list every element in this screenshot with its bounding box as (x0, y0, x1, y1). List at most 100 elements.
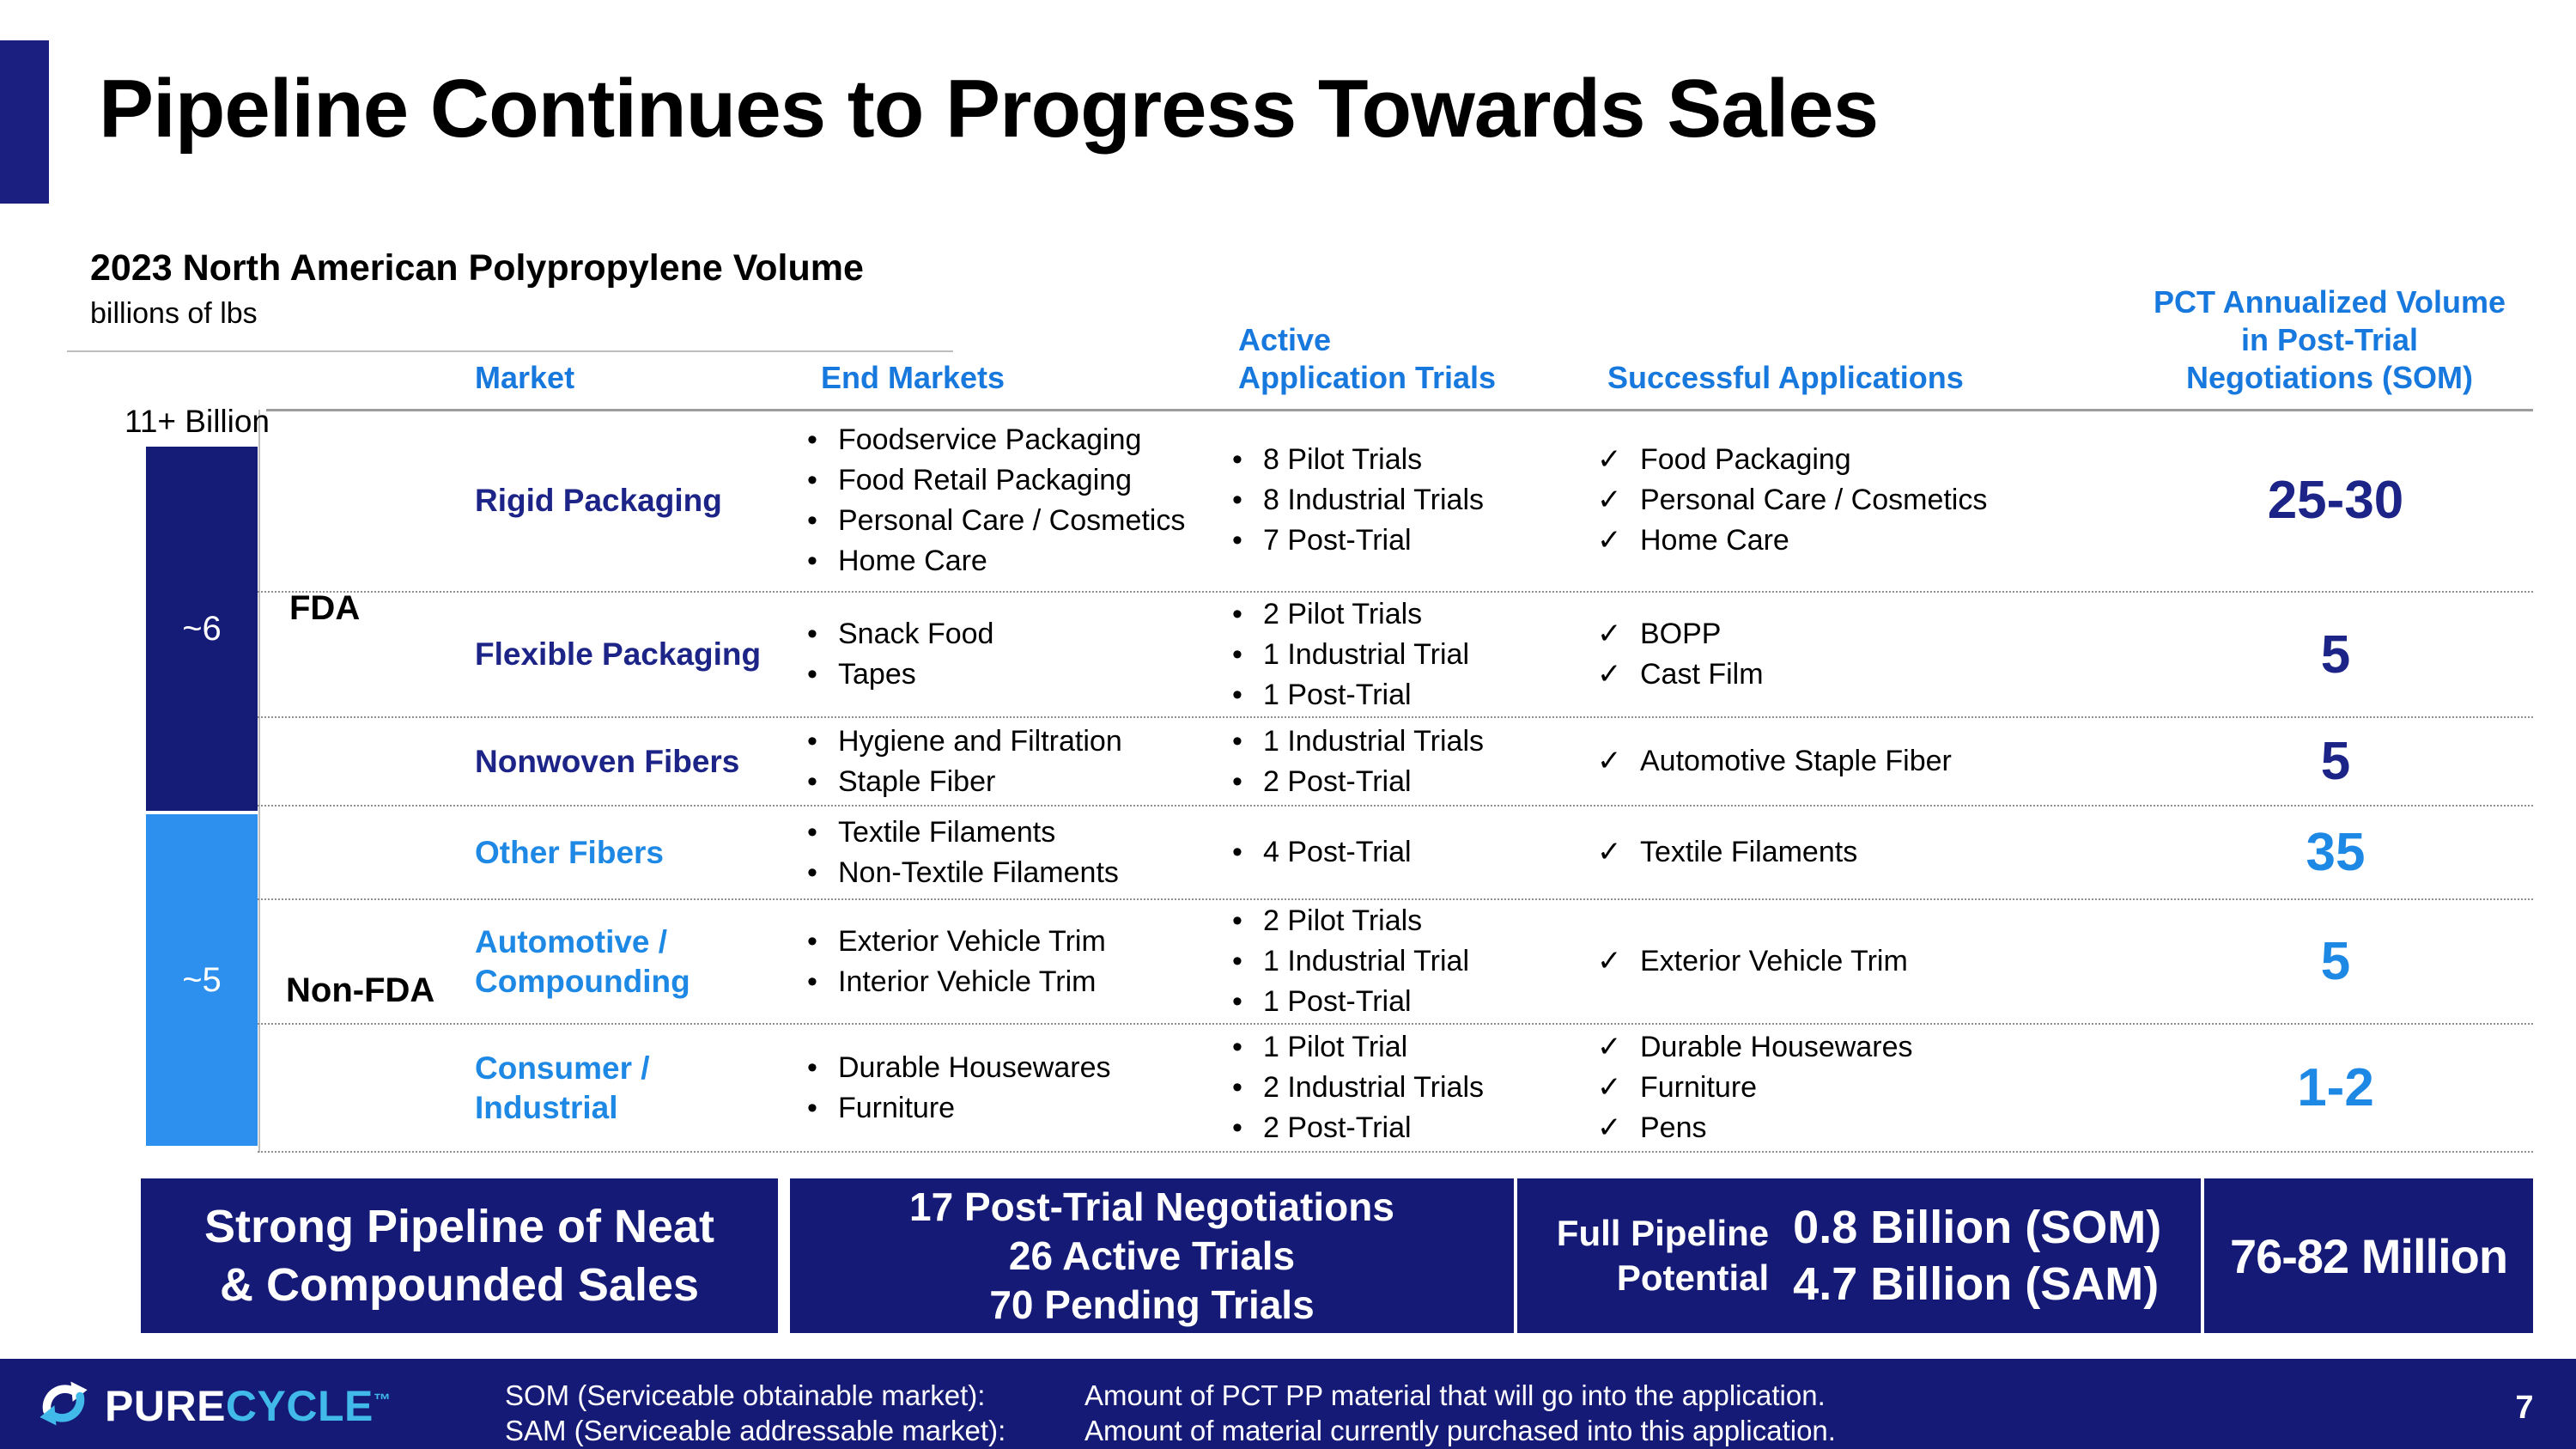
table-row-consumer-industrial: Consumer / Industrial Durable Housewares… (258, 1025, 2533, 1153)
successful-item: Home Care (1597, 521, 2164, 561)
bar-fda-value: ~6 (182, 609, 222, 648)
volume-total-label: 11+ Billion (125, 404, 270, 439)
successful-applications-cell: Exterior Vehicle Trim (1597, 900, 2164, 1023)
som-definition-term: SOM (Serviceable obtainable market): (505, 1379, 986, 1411)
banner-left-line2: & Compounded Sales (219, 1259, 700, 1311)
trial-item: 1 Industrial Trial (1224, 635, 1601, 675)
successful-applications-cell: BOPP Cast Film (1597, 593, 2164, 716)
market-name-line1: Automotive / (475, 923, 668, 959)
end-markets-cell: Snack Food Tapes (799, 593, 1211, 716)
banner-left-line1: Strong Pipeline of Neat (204, 1201, 715, 1252)
section-label-fda: FDA (289, 589, 361, 627)
column-header-som-line2: in Post-Trial (2240, 322, 2419, 357)
market-cell: Flexible Packaging (475, 593, 835, 716)
trial-item: 1 Industrial Trial (1224, 941, 1601, 982)
definition-descriptions: Amount of PCT PP material that will go i… (1084, 1378, 1836, 1448)
successful-item: Furniture (1597, 1068, 2164, 1108)
trial-item: 1 Industrial Trials (1224, 721, 1601, 762)
trial-item: 2 Pilot Trials (1224, 901, 1601, 941)
slide-title: Pipeline Continues to Progress Towards S… (99, 63, 1879, 155)
som-value: 5 (2320, 932, 2351, 991)
bar-fda-volume: ~6 (146, 447, 258, 811)
successful-item: Exterior Vehicle Trim (1597, 941, 2164, 982)
end-markets-cell: Foodservice Packaging Food Retail Packag… (799, 410, 1211, 591)
som-value: 35 (2306, 823, 2366, 882)
table-row-nonwoven-fibers: Nonwoven Fibers Hygiene and Filtration S… (258, 718, 2533, 807)
som-value: 5 (2320, 732, 2351, 791)
purecycle-logo-text: PURECYCLE™ (105, 1381, 391, 1431)
end-markets-cell: Durable Housewares Furniture (799, 1025, 1211, 1151)
table-row-other-fibers: Other Fibers Textile Filaments Non-Texti… (258, 807, 2533, 900)
column-header-end-markets: End Markets (821, 360, 1005, 395)
banner-divider (2201, 1178, 2204, 1333)
end-market-item: Non-Textile Filaments (799, 853, 1211, 893)
table-row-automotive-compounding: Automotive / Compounding Exterior Vehicl… (258, 900, 2533, 1025)
stat-pending-trials: 70 Pending Trials (989, 1282, 1315, 1327)
end-market-item: Tapes (799, 654, 1211, 695)
successful-item: Automotive Staple Fiber (1597, 741, 2164, 782)
bar-nonfda-volume: ~5 (146, 814, 258, 1146)
banner-pipeline-stats: 17 Post-Trial Negotiations 26 Active Tri… (790, 1178, 2533, 1333)
total-volume-value: 76-82 Million (2229, 1228, 2508, 1283)
end-market-item: Interior Vehicle Trim (799, 962, 1211, 1002)
market-name: Nonwoven Fibers (475, 743, 740, 779)
end-market-item: Food Retail Packaging (799, 460, 1211, 501)
column-header-som-line1: PCT Annualized Volume (2153, 284, 2506, 320)
logo-cycle: CYCLE (225, 1382, 374, 1430)
table-header-divider (266, 409, 2533, 411)
market-cell: Nonwoven Fibers (475, 718, 835, 805)
som-value: 25-30 (2267, 471, 2404, 530)
column-header-active-trials: Active Application Trials (1238, 321, 1496, 397)
bar-nonfda-value: ~5 (182, 960, 222, 999)
full-pipeline-values: 0.8 Billion (SOM) 4.7 Billion (SAM) (1793, 1199, 2161, 1312)
definition-terms: SOM (Serviceable obtainable market): SAM… (505, 1378, 1005, 1448)
som-cell: 1-2 (2147, 1025, 2524, 1151)
full-pipeline-label-line1: Full Pipeline (1556, 1213, 1770, 1253)
end-markets-cell: Exterior Vehicle Trim Interior Vehicle T… (799, 900, 1211, 1023)
end-markets-cell: Textile Filaments Non-Textile Filaments (799, 807, 1211, 898)
banner-full-pipeline-potential: Full Pipeline Potential 0.8 Billion (SOM… (1517, 1178, 2201, 1333)
pipeline-table: Rigid Packaging Foodservice Packaging Fo… (258, 410, 2533, 1153)
sam-definition-desc: Amount of material currently purchased i… (1084, 1415, 1836, 1446)
column-header-active-trials-line1: Active (1238, 322, 1332, 357)
trial-item: 2 Industrial Trials (1224, 1068, 1601, 1108)
end-market-item: Hygiene and Filtration (799, 721, 1211, 762)
stat-post-trial-negotiations: 17 Post-Trial Negotiations (909, 1184, 1394, 1229)
market-name: Rigid Packaging (475, 482, 722, 518)
end-market-item: Personal Care / Cosmetics (799, 501, 1211, 541)
logo-pure: PURE (105, 1382, 226, 1430)
page-number: 7 (2515, 1390, 2534, 1426)
som-value: 1-2 (2297, 1058, 2374, 1117)
column-header-market: Market (475, 360, 575, 395)
end-market-item: Foodservice Packaging (799, 420, 1211, 460)
som-cell: 5 (2147, 718, 2524, 805)
active-trials-cell: 4 Post-Trial (1224, 807, 1601, 898)
som-value: 5 (2320, 624, 2351, 685)
purecycle-logo-icon (34, 1374, 93, 1437)
section-label-nonfda: Non-FDA (286, 971, 435, 1009)
footer-bar: PURECYCLE™ SOM (Serviceable obtainable m… (0, 1359, 2576, 1449)
som-cell: 5 (2147, 593, 2524, 716)
end-market-item: Exterior Vehicle Trim (799, 922, 1211, 962)
active-trials-cell: 2 Pilot Trials 1 Industrial Trial 1 Post… (1224, 593, 1601, 716)
successful-item: Durable Housewares (1597, 1027, 2164, 1068)
end-market-item: Home Care (799, 541, 1211, 581)
trial-item: 1 Pilot Trial (1224, 1027, 1601, 1068)
trial-item: 8 Industrial Trials (1224, 480, 1601, 521)
active-trials-cell: 1 Pilot Trial 2 Industrial Trials 2 Post… (1224, 1025, 1601, 1151)
end-market-item: Durable Housewares (799, 1048, 1211, 1088)
market-name-line2: Compounding (475, 963, 690, 999)
banner-divider (1514, 1178, 1517, 1333)
end-markets-cell: Hygiene and Filtration Staple Fiber (799, 718, 1211, 805)
full-pipeline-label-line2: Potential (1616, 1257, 1770, 1298)
successful-item: Personal Care / Cosmetics (1597, 480, 2164, 521)
market-name-line1: Consumer / (475, 1050, 650, 1086)
column-header-successful: Successful Applications (1607, 360, 1964, 395)
full-pipeline-potential-label: Full Pipeline Potential (1557, 1211, 1769, 1300)
end-market-item: Furniture (799, 1088, 1211, 1129)
som-cell: 25-30 (2147, 410, 2524, 591)
banner-strong-pipeline: Strong Pipeline of Neat & Compounded Sal… (141, 1178, 778, 1333)
column-header-active-trials-line2: Application Trials (1238, 360, 1497, 395)
sam-definition-term: SAM (Serviceable addressable market): (505, 1415, 1006, 1446)
